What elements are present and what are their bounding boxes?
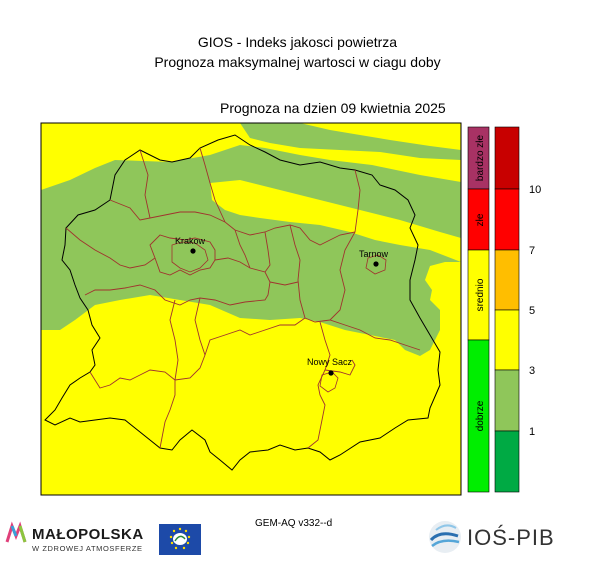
scale-block	[494, 430, 520, 493]
malopolska-name: MAŁOPOLSKA	[32, 526, 144, 543]
category-legend: bardzo złe złe srednio dobrze	[467, 126, 490, 493]
top-green-strip	[240, 123, 461, 160]
scale-tick-label: 7	[529, 245, 535, 257]
scale-block	[494, 188, 520, 251]
scale-tick-label: 1	[529, 426, 535, 438]
scale-block	[494, 249, 520, 311]
voivodeship-border	[44, 134, 441, 471]
scale-tick-label: 3	[529, 365, 535, 377]
legend-cat-label: srednio	[475, 278, 486, 311]
city-label: Krakow	[175, 236, 206, 246]
ios-pib-name: IOŚ-PIB	[467, 525, 555, 550]
model-version: GEM-AQ v332--d	[255, 518, 333, 529]
city-nowy-sacz: Nowy Sacz	[307, 357, 353, 393]
scale-tick-label: 5	[529, 305, 535, 317]
city-label: Nowy Sacz	[307, 357, 353, 367]
scale-block	[494, 309, 520, 371]
legend-cat-label: bardzo złe	[475, 134, 486, 181]
city-tarnow: Tarnow	[359, 249, 389, 275]
malopolska-tagline: W ZDROWEJ ATMOSFERZE	[32, 544, 143, 553]
ios-pib-logo-icon	[429, 521, 461, 553]
scale-block	[494, 126, 520, 190]
map-frame	[40, 122, 462, 496]
yellow-pocket	[210, 180, 461, 262]
scale-block	[494, 369, 520, 432]
map-subtitle: Prognoza maksymalnej wartosci w ciagu do…	[154, 54, 441, 70]
map-title: GIOS - Indeks jakosci powietrza	[197, 34, 398, 50]
eu-life-logo-icon	[159, 524, 201, 555]
malopolska-logo-icon	[5, 521, 27, 543]
county-borders	[65, 147, 421, 449]
city-krakow: Krakow	[171, 236, 209, 273]
city-label: Tarnow	[359, 249, 389, 259]
legend-cat-label: złe	[475, 213, 486, 226]
scale-tick-label: 10	[529, 184, 541, 196]
legend-cat-label: dobrze	[475, 400, 486, 431]
legend-cat-dobrze	[467, 339, 490, 493]
forecast-date: Prognoza na dzien 09 kwietnia 2025	[220, 100, 446, 116]
value-scale: 10 7 5 3 1	[494, 126, 541, 493]
